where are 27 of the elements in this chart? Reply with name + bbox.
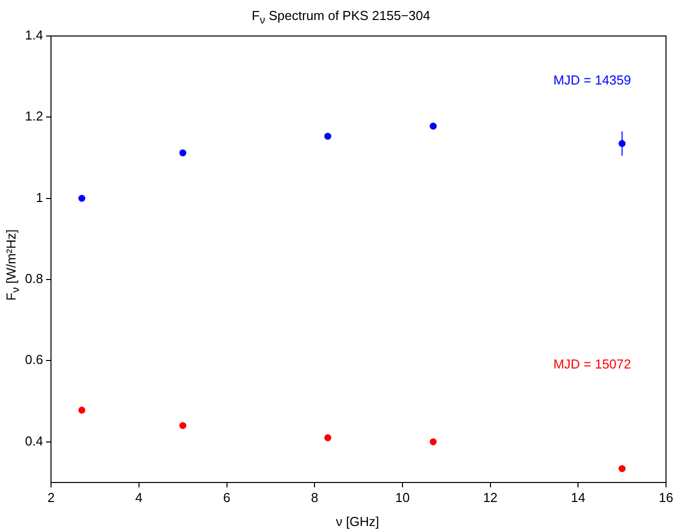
x-tick-label: 6	[223, 490, 230, 505]
x-tick-label: 2	[47, 490, 55, 505]
x-tick-label: 16	[658, 490, 674, 505]
x-tick-label: 12	[483, 490, 498, 505]
y-tick-label: 1.4	[24, 28, 44, 43]
y-tick-label: 0.8	[24, 271, 44, 286]
x-axis-title: ν [GHz]	[334, 514, 380, 529]
chart-title: F$_{ν}$ Spectrum of PKS 2155−304	[250, 8, 432, 27]
y-tick-label: 0.4	[24, 433, 44, 448]
x-tick-label: 4	[135, 490, 143, 505]
text: MJD = 15072	[553, 356, 631, 372]
y-tick-label: 0.6	[24, 352, 44, 368]
point	[78, 406, 86, 414]
point	[430, 122, 437, 130]
x-tick-label: 10	[395, 490, 410, 505]
point	[324, 434, 332, 442]
point	[78, 194, 86, 202]
point	[430, 438, 437, 446]
text: MJD = 14359	[553, 72, 631, 88]
y-tick-label: 1	[36, 190, 44, 205]
x-tick-label: 8	[310, 490, 318, 505]
y-tick-label: 1.2	[24, 108, 44, 124]
point	[179, 149, 186, 156]
point	[618, 465, 626, 472]
point	[179, 422, 186, 430]
x-tick-label: 14	[570, 490, 586, 505]
point	[324, 132, 332, 140]
